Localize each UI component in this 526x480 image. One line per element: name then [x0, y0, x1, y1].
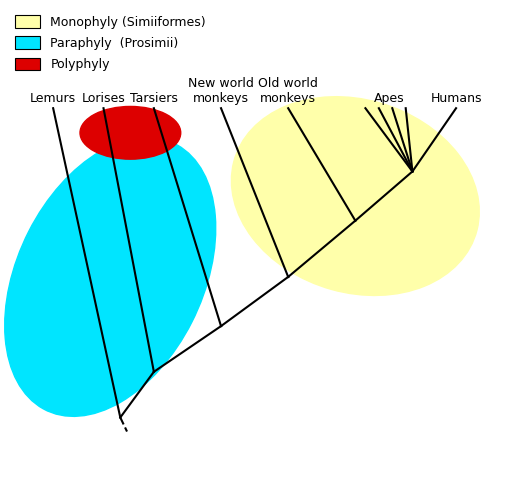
Text: Apes: Apes: [373, 92, 404, 105]
Text: Lemurs: Lemurs: [30, 92, 76, 105]
Text: Old world
monkeys: Old world monkeys: [258, 77, 318, 105]
Legend: Monophyly (Simiiformes), Paraphyly  (Prosimii), Polyphyly: Monophyly (Simiiformes), Paraphyly (Pros…: [9, 9, 212, 77]
Text: Tarsiers: Tarsiers: [130, 92, 178, 105]
Text: Lorises: Lorises: [82, 92, 125, 105]
Ellipse shape: [231, 96, 479, 296]
Ellipse shape: [5, 137, 216, 416]
Text: Humans: Humans: [430, 92, 482, 105]
Ellipse shape: [80, 107, 181, 159]
Text: New world
monkeys: New world monkeys: [188, 77, 254, 105]
